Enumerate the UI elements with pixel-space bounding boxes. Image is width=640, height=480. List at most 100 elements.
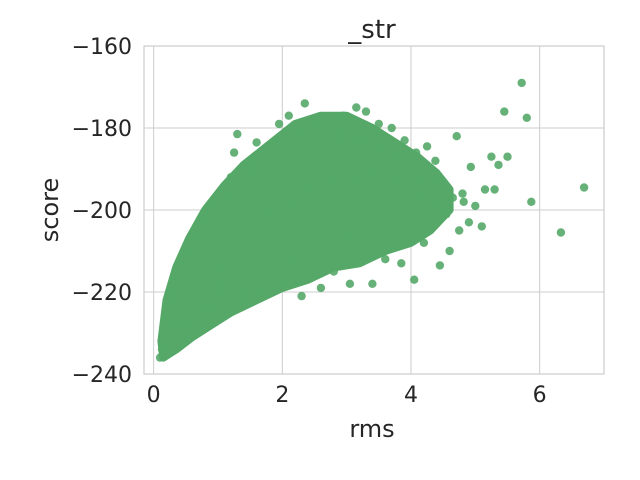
scatter-point [579, 183, 589, 192]
scatter-point [291, 255, 300, 264]
scatter-point [226, 173, 236, 182]
scatter-point [184, 316, 194, 325]
scatter-point [336, 132, 345, 141]
scatter-point [326, 177, 335, 186]
scatter-point [342, 230, 351, 239]
scatter-point [377, 144, 387, 153]
scatter-point [448, 193, 457, 202]
points-layer [155, 78, 589, 362]
scatter-point [197, 214, 207, 223]
scatter-point [429, 197, 438, 206]
scatter-point [452, 132, 461, 141]
scatter-point [163, 332, 172, 342]
scatter-point [368, 279, 377, 288]
scatter-point [170, 275, 179, 284]
scatter-point [487, 152, 496, 161]
scatter-point [316, 283, 326, 293]
scatter-point [204, 214, 213, 223]
x-tick-label: 4 [404, 383, 418, 408]
scatter-point [239, 291, 248, 301]
scatter-point [172, 320, 181, 329]
scatter-point [355, 136, 364, 145]
scatter-point [165, 287, 174, 297]
scatter-point [287, 197, 297, 206]
scatter-point [278, 279, 287, 288]
scatter-point [249, 156, 258, 165]
scatter-point [374, 119, 383, 129]
scatter-point [223, 189, 232, 198]
chart-title: _str [347, 15, 396, 45]
y-tick-label: −220 [72, 281, 132, 306]
scatter-point [480, 185, 490, 194]
scatter-point [310, 119, 319, 129]
scatter-point [252, 138, 261, 147]
scatter-point [161, 312, 170, 321]
scatter-point [229, 148, 239, 157]
scatter-point [435, 261, 445, 270]
scatter-point [236, 226, 245, 235]
scatter-point [442, 209, 451, 219]
y-tick-labels: −240 −220 −200 −180 −160 [72, 35, 132, 388]
scatter-point [329, 267, 338, 276]
scatter-point [371, 168, 380, 178]
x-tick-label: 0 [147, 383, 161, 408]
scatter-point [459, 197, 468, 206]
y-axis-title: score [36, 178, 64, 243]
y-tick-label: −240 [72, 363, 132, 388]
scatter-point [233, 129, 242, 139]
x-tick-label: 6 [533, 383, 547, 408]
scatter-point [258, 283, 268, 293]
scatter-point [300, 99, 309, 108]
scatter-point [200, 304, 210, 313]
x-axis-title: rms [349, 415, 394, 443]
scatter-point [348, 173, 358, 182]
scatter-point [323, 115, 332, 125]
scatter-point [268, 140, 277, 149]
scatter-point [471, 201, 480, 211]
scatter-point [494, 160, 503, 170]
scatter-point [213, 263, 223, 272]
scatter-point [210, 201, 219, 211]
scatter-point [500, 107, 509, 116]
scatter-point [284, 111, 293, 120]
scatter-point [455, 226, 464, 235]
scatter-point [490, 185, 499, 194]
scatter-point [274, 119, 284, 129]
scatter-point [207, 300, 216, 309]
scatter-point [157, 345, 167, 354]
scatter-point [413, 189, 422, 198]
scatter-point [411, 148, 421, 157]
scatter-point [416, 173, 425, 182]
scatter-point [361, 107, 371, 116]
scatter-point [168, 296, 178, 305]
scatter-point [477, 222, 486, 231]
scatter-point [419, 238, 429, 247]
scatter-point [410, 275, 419, 284]
scatter-point [191, 234, 200, 243]
scatter-point [387, 123, 396, 133]
scatter-point [397, 259, 406, 268]
scatter-point [432, 177, 441, 186]
y-tick-label: −160 [72, 35, 132, 60]
y-tick-label: −200 [72, 199, 132, 224]
scatter-point [522, 113, 531, 123]
x-tick-label: 2 [275, 383, 289, 408]
scatter-point [403, 164, 412, 174]
scatter-point [181, 246, 190, 256]
scatter-point [307, 185, 316, 194]
scatter-point [556, 228, 566, 237]
scatter-point [390, 152, 400, 161]
scatter-point [155, 353, 165, 362]
scatter-point [400, 136, 409, 145]
scatter-point [178, 255, 187, 264]
scatter-point [527, 197, 536, 206]
scatter-point [352, 103, 361, 112]
scatter-point [297, 291, 306, 301]
scatter-point [345, 279, 355, 288]
scatter-point [217, 283, 226, 293]
plot-frame [143, 45, 605, 375]
scatter-point [294, 127, 303, 137]
scatter-point [339, 111, 348, 120]
scatter-point [393, 173, 403, 182]
